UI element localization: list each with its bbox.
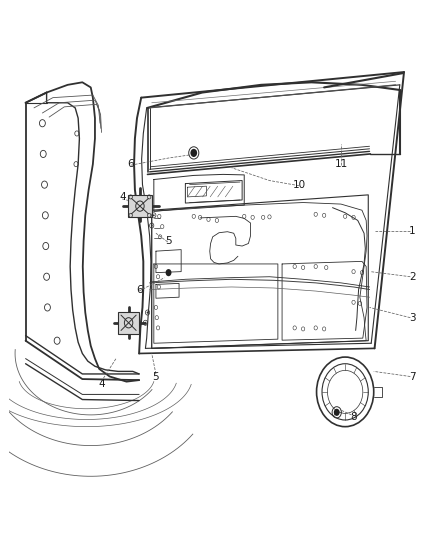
FancyBboxPatch shape: [118, 311, 139, 334]
Circle shape: [191, 149, 197, 157]
Text: 6: 6: [127, 159, 134, 169]
Text: 5: 5: [165, 236, 172, 246]
Circle shape: [147, 311, 148, 313]
Text: 5: 5: [152, 372, 159, 382]
Text: 6: 6: [136, 285, 142, 295]
Text: 8: 8: [350, 413, 357, 423]
Text: 3: 3: [409, 313, 416, 322]
Circle shape: [166, 269, 172, 276]
Text: 11: 11: [334, 159, 348, 169]
Text: 10: 10: [292, 180, 305, 190]
Text: 4: 4: [98, 379, 105, 389]
Circle shape: [151, 224, 152, 227]
Text: 7: 7: [409, 372, 416, 382]
Circle shape: [334, 409, 340, 416]
Circle shape: [153, 214, 155, 216]
Circle shape: [145, 322, 146, 324]
Text: 4: 4: [119, 192, 126, 203]
FancyBboxPatch shape: [128, 195, 152, 217]
Text: 1: 1: [409, 225, 416, 236]
Text: 2: 2: [409, 272, 416, 282]
